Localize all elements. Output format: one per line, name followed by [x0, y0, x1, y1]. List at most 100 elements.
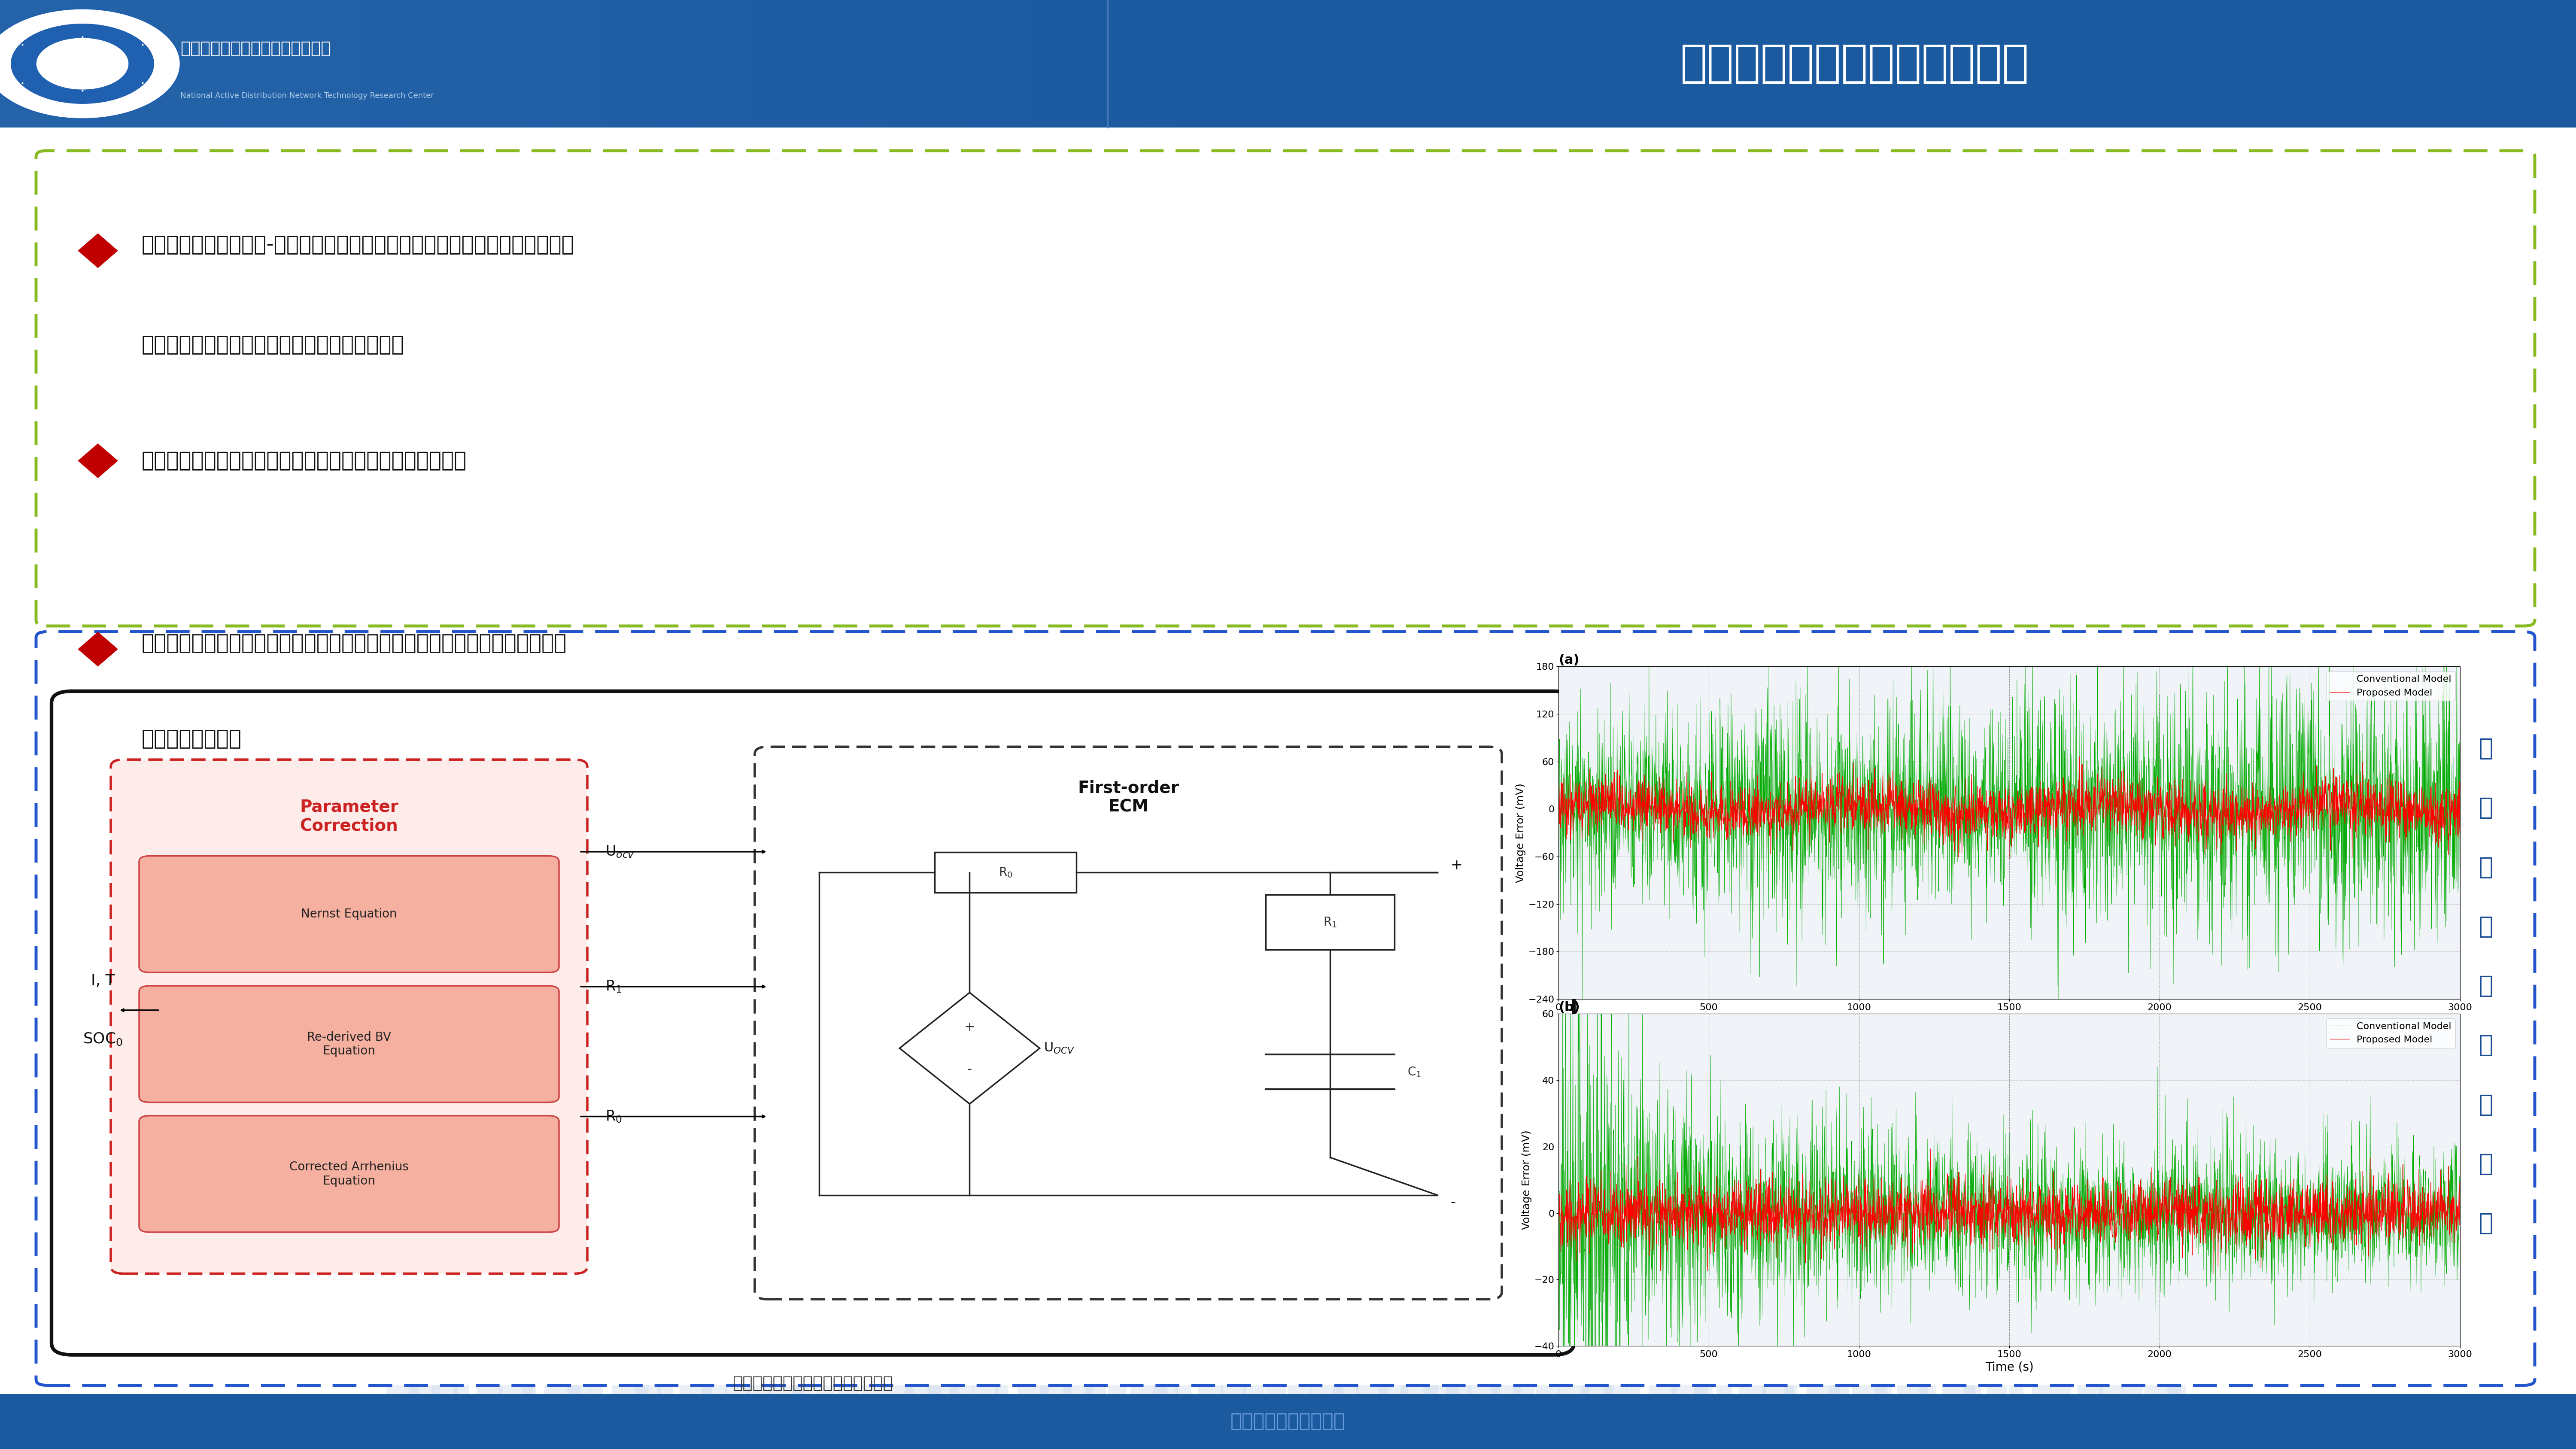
Bar	[2009, 1307, 2022, 1394]
Bar	[361, 0, 374, 128]
Bar	[760, 0, 773, 128]
Proposed Model	[2427, 798, 2458, 816]
Conventional Model	[1543, 1161, 1574, 1178]
Bar	[979, 0, 992, 128]
Bar	[734, 0, 747, 128]
Bar	[322, 0, 335, 128]
Text: +: +	[963, 1022, 976, 1033]
FancyBboxPatch shape	[36, 632, 2535, 1385]
Bar	[374, 0, 386, 128]
Bar	[64, 0, 77, 128]
Bar	[77, 0, 90, 128]
Bar	[1896, 1339, 1927, 1394]
Text: C$_1$: C$_1$	[1406, 1065, 1422, 1078]
Bar	[2099, 1316, 2123, 1394]
Line: Conventional Model: Conventional Model	[1558, 616, 2460, 1032]
Text: R$_0$: R$_0$	[605, 1108, 621, 1124]
Bar	[837, 0, 850, 128]
Circle shape	[10, 23, 155, 104]
Bar	[52, 0, 64, 128]
Bar	[500, 1317, 533, 1394]
FancyBboxPatch shape	[139, 856, 559, 972]
Bar	[1919, 1303, 1937, 1394]
Bar	[1535, 1306, 1561, 1394]
Bar	[1221, 1311, 1247, 1394]
Bar	[528, 0, 541, 128]
Proposed Model	[2063, 748, 2094, 765]
Text: 国家能源主动配电网技术研发中心: 国家能源主动配电网技术研发中心	[180, 41, 330, 57]
Bar	[2123, 1365, 2143, 1394]
X-axis label: Time (s): Time (s)	[1986, 1014, 2032, 1026]
Bar	[232, 0, 245, 128]
Proposed Model	[2427, 1220, 2458, 1237]
Bar	[1265, 1349, 1285, 1394]
Text: 研究重点：高精度模型构建，模型精度直接影响诊断效果。: 研究重点：高精度模型构建，模型精度直接影响诊断效果。	[142, 451, 466, 471]
Polygon shape	[899, 993, 1041, 1104]
Bar	[1806, 1330, 1839, 1394]
Bar	[1873, 1297, 1891, 1394]
Bar	[670, 0, 683, 128]
Proposed Model	[2331, 797, 2362, 814]
Proposed Model	[1888, 1190, 1919, 1207]
Text: 构建了融合电化学理论的等效电路模型，明显提高了模型在大电流倍率、宽温: 构建了融合电化学理论的等效电路模型，明显提高了模型在大电流倍率、宽温	[142, 633, 567, 653]
Bar	[590, 1295, 603, 1394]
Y-axis label: Voltage Error (mV): Voltage Error (mV)	[1522, 1130, 1533, 1230]
Bar	[1131, 1293, 1167, 1394]
Bar	[724, 1359, 750, 1394]
Conventional Model	[1888, 1185, 1919, 1203]
Bar	[1030, 0, 1043, 128]
Text: 不: 不	[2478, 738, 2494, 761]
Polygon shape	[77, 233, 118, 268]
Conventional Model	[2427, 1237, 2458, 1255]
Bar	[258, 0, 270, 128]
Bar	[1783, 1303, 1798, 1394]
Bar	[1043, 0, 1056, 128]
Bar	[953, 0, 966, 128]
Bar	[219, 0, 232, 128]
Bar	[103, 0, 116, 128]
Bar	[618, 0, 631, 128]
Bar	[489, 0, 502, 128]
Conventional Model	[1888, 893, 1919, 910]
Bar	[1018, 1368, 1048, 1394]
Proposed Model	[1700, 1185, 1731, 1203]
FancyBboxPatch shape	[111, 759, 587, 1274]
Bar	[245, 0, 258, 128]
Bar	[994, 1340, 1007, 1394]
Bar	[1061, 1294, 1092, 1394]
Bar	[631, 0, 644, 128]
Bar	[935, 852, 1077, 893]
Circle shape	[0, 9, 180, 119]
Bar	[451, 0, 464, 128]
Text: SOC$_0$: SOC$_0$	[82, 1032, 124, 1046]
Bar	[613, 1324, 649, 1394]
Bar	[992, 0, 1005, 128]
Bar	[206, 0, 219, 128]
Legend: Conventional Model, Proposed Model: Conventional Model, Proposed Model	[2326, 671, 2455, 701]
Bar	[1084, 1372, 1105, 1394]
Bar	[904, 1340, 940, 1394]
Bar	[167, 0, 180, 128]
Bar	[410, 1339, 440, 1394]
Bar	[914, 0, 927, 128]
Bar	[889, 0, 902, 128]
Bar	[2056, 1371, 2071, 1394]
Bar	[1401, 1307, 1437, 1394]
Bar	[39, 0, 52, 128]
Bar	[116, 0, 129, 128]
Bar	[1649, 1330, 1677, 1394]
Text: U$_T$: U$_T$	[1592, 1026, 1613, 1042]
Text: 同: 同	[2478, 797, 2494, 820]
Bar	[1582, 1306, 1613, 1394]
Proposed Model	[1700, 801, 1731, 819]
Bar	[1005, 0, 1018, 128]
Bar	[634, 1356, 662, 1394]
Bar	[544, 1352, 580, 1394]
Bar	[811, 0, 824, 128]
Bar	[430, 1291, 459, 1394]
Bar	[1175, 1304, 1193, 1394]
Conventional Model	[1700, 839, 1731, 856]
FancyBboxPatch shape	[755, 746, 1502, 1300]
Text: First-order
ECM: First-order ECM	[1077, 780, 1180, 816]
Proposed Model	[2445, 811, 2476, 829]
